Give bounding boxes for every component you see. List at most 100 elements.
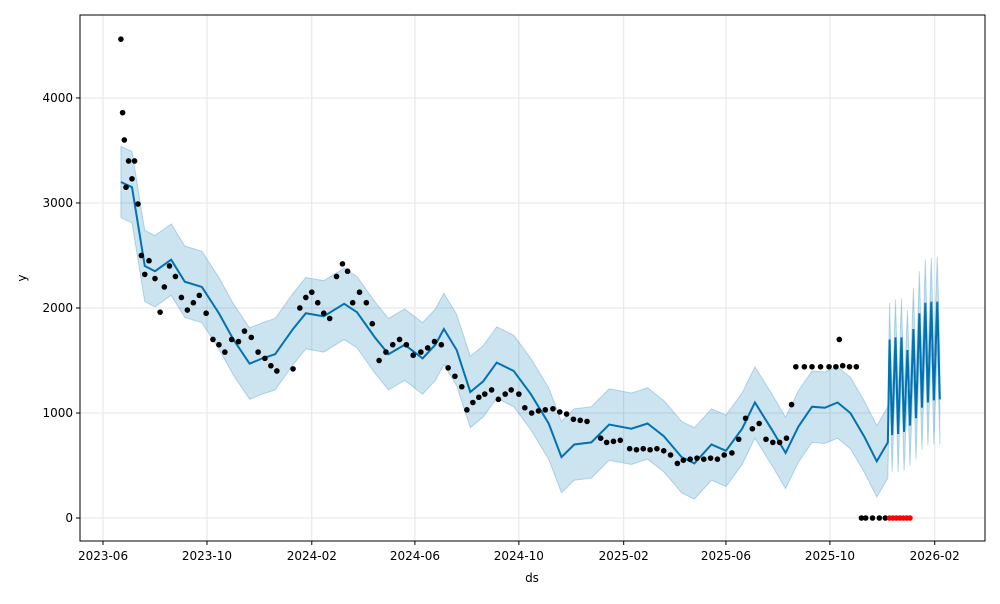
- data-point: [308, 289, 315, 296]
- data-point: [833, 363, 839, 370]
- y-tick-label: 2000: [42, 301, 73, 315]
- data-point: [550, 405, 556, 412]
- data-point: [196, 292, 203, 299]
- data-point: [445, 365, 451, 371]
- data-point: [749, 425, 756, 432]
- uncertainty-band: [120, 145, 941, 500]
- data-point: [344, 268, 351, 275]
- data-point: [184, 307, 191, 313]
- data-point: [700, 456, 707, 462]
- data-point: [809, 363, 815, 370]
- data-point: [876, 515, 883, 521]
- data-point: [610, 438, 617, 445]
- data-point: [314, 299, 321, 306]
- data-point: [826, 363, 832, 370]
- data-point: [396, 336, 403, 343]
- x-tick-label: 2025-02: [599, 549, 649, 563]
- data-point: [452, 373, 458, 380]
- data-point: [349, 299, 356, 306]
- data-point: [339, 261, 346, 267]
- data-point: [190, 299, 197, 306]
- y-axis-label: y: [15, 274, 29, 281]
- data-point: [869, 515, 876, 521]
- data-point: [801, 363, 808, 370]
- data-point: [729, 450, 735, 456]
- data-point: [210, 336, 216, 343]
- data-point: [853, 363, 860, 370]
- data-point: [172, 273, 179, 280]
- data-point: [135, 201, 141, 207]
- data-point: [476, 394, 482, 401]
- data-point: [125, 158, 132, 164]
- data-point: [290, 366, 296, 372]
- data-point: [495, 396, 502, 403]
- x-tick-label: 2024-10: [494, 549, 544, 563]
- data-point: [570, 416, 577, 423]
- data-point: [121, 137, 128, 143]
- data-point: [141, 271, 148, 278]
- data-point: [836, 336, 843, 343]
- data-point: [369, 320, 376, 327]
- data-point: [363, 299, 370, 306]
- data-point: [577, 417, 584, 424]
- data-point: [735, 436, 742, 443]
- data-point: [846, 363, 853, 370]
- data-point: [793, 363, 799, 370]
- data-point: [707, 455, 714, 461]
- data-point: [633, 446, 640, 453]
- data-point: [563, 411, 570, 417]
- data-point: [839, 362, 846, 369]
- data-point: [584, 418, 590, 425]
- data-point: [654, 445, 660, 452]
- data-point: [488, 387, 495, 393]
- data-point: [862, 515, 869, 521]
- data-point: [376, 357, 382, 364]
- data-point: [694, 455, 700, 461]
- data-point: [118, 36, 124, 42]
- data-point: [235, 338, 242, 345]
- data-point: [178, 294, 185, 301]
- data-point: [647, 446, 653, 453]
- data-point: [714, 456, 721, 462]
- data-point: [157, 309, 163, 315]
- data-point: [770, 439, 776, 446]
- data-point: [742, 415, 749, 422]
- data-point: [166, 263, 173, 269]
- data-point: [522, 404, 528, 411]
- data-point: [161, 284, 168, 290]
- data-point: [222, 349, 228, 355]
- data-point: [129, 176, 135, 182]
- x-tick-label: 2023-06: [78, 549, 128, 563]
- forecast-line: [120, 181, 941, 465]
- data-point: [907, 515, 913, 521]
- data-point: [464, 407, 470, 413]
- data-point: [123, 184, 129, 191]
- data-point: [389, 341, 396, 348]
- data-point: [528, 410, 535, 416]
- data-point: [383, 349, 389, 355]
- data-point: [470, 399, 476, 406]
- data-point: [333, 273, 340, 280]
- data-point: [508, 387, 514, 393]
- data-point: [438, 341, 445, 348]
- y-tick-label: 0: [65, 511, 73, 525]
- y-tick-label: 3000: [42, 196, 73, 210]
- data-point: [535, 408, 542, 414]
- x-axis-label: ds: [525, 571, 539, 585]
- data-point: [274, 368, 280, 374]
- data-point: [320, 310, 327, 317]
- data-point: [119, 109, 126, 116]
- data-point: [763, 436, 769, 443]
- data-point: [674, 460, 681, 467]
- y-tick-label: 4000: [42, 91, 73, 105]
- data-point: [138, 252, 145, 259]
- data-point: [431, 338, 438, 345]
- data-point: [255, 349, 261, 355]
- data-point: [418, 349, 424, 355]
- data-point: [216, 341, 222, 348]
- data-point: [597, 435, 604, 441]
- y-tick-label: 1000: [42, 406, 73, 420]
- plot-frame: [79, 14, 986, 542]
- x-tick-label: 2024-02: [287, 549, 337, 563]
